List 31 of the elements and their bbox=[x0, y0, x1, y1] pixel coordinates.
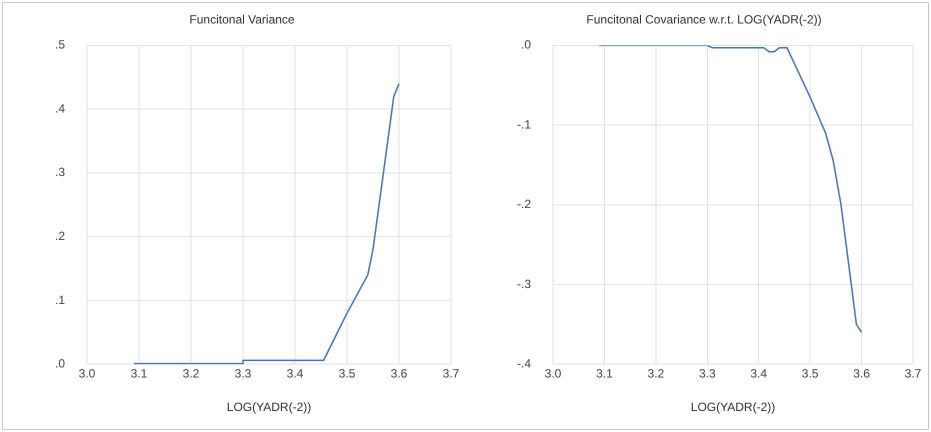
y-tick-label: .0 bbox=[520, 38, 532, 52]
y-tick-label: -.3 bbox=[516, 276, 532, 291]
x-tick-label: 3.7 bbox=[904, 366, 922, 381]
y-tick-label: .1 bbox=[54, 292, 66, 307]
x-tick-label: 3.4 bbox=[286, 366, 304, 381]
x-tick-label: 3.5 bbox=[802, 366, 819, 381]
chart-title: Funcitonal Covariance w.r.t. LOG(YADR(-2)) bbox=[586, 12, 822, 27]
x-tick-label: 3.2 bbox=[648, 366, 665, 381]
x-tick-label: 3.5 bbox=[338, 366, 356, 381]
x-tick-label: 3.6 bbox=[390, 366, 408, 381]
y-tick-label: .2 bbox=[54, 228, 66, 243]
y-tick-label: .0 bbox=[54, 356, 66, 371]
x-tick-label: 3.0 bbox=[78, 366, 96, 381]
x-tick-label: 3.3 bbox=[234, 366, 252, 381]
y-tick-label: .3 bbox=[54, 165, 66, 180]
y-tick-label: -.4 bbox=[516, 356, 532, 371]
x-tick-label: 3.2 bbox=[182, 366, 200, 381]
x-tick-label: 3.1 bbox=[596, 366, 614, 381]
x-tick-label: 3.4 bbox=[750, 366, 768, 381]
chart-title: Funcitonal Variance bbox=[189, 12, 295, 27]
x-axis-title: LOG(YADR(-2)) bbox=[226, 400, 312, 414]
x-tick-label: 3.6 bbox=[853, 366, 870, 381]
y-tick-label: -.2 bbox=[516, 197, 532, 212]
y-tick-label: .4 bbox=[54, 101, 66, 116]
x-tick-label: 3.1 bbox=[130, 366, 148, 381]
y-tick-label: -.1 bbox=[516, 117, 532, 132]
y-tick-label: .5 bbox=[54, 38, 66, 52]
x-axis-title: LOG(YADR(-2)) bbox=[690, 400, 776, 414]
x-tick-label: 3.7 bbox=[442, 366, 460, 381]
x-tick-label: 3.3 bbox=[698, 366, 716, 381]
x-tick-label: 3.0 bbox=[544, 366, 562, 381]
